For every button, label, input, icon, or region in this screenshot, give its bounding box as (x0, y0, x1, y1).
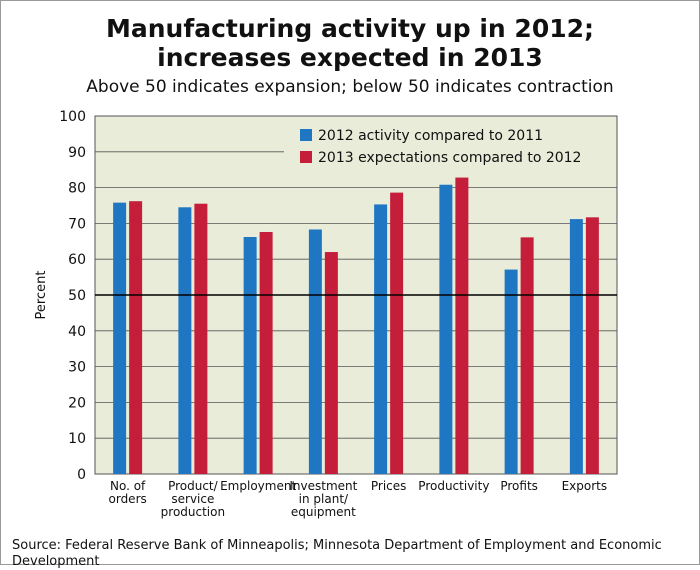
y-tick-label: 90 (68, 145, 86, 161)
category-label: Employment (220, 479, 296, 493)
y-tick-label: 60 (68, 252, 86, 268)
bar-2013 (259, 231, 273, 474)
y-tick-label: 20 (68, 395, 86, 411)
source-note: Source: Federal Reserve Bank of Minneapo… (12, 538, 662, 569)
bar-2013 (455, 177, 469, 475)
chart-subtitle: Above 50 indicates expansion; below 50 i… (86, 77, 614, 97)
category-label: Productivity (418, 479, 489, 493)
bar-2012 (243, 237, 257, 474)
bar-2012 (439, 184, 453, 474)
bar-2013 (390, 192, 404, 474)
category-label: Prices (371, 479, 407, 493)
category-label: Exports (562, 479, 608, 493)
y-tick-label: 40 (68, 324, 86, 340)
bar-2012 (504, 269, 518, 474)
y-tick-label: 10 (68, 431, 86, 447)
chart-title-line-1: Manufacturing activity up in 2012; (105, 14, 595, 43)
legend-label-2012: 2012 activity compared to 2011 (318, 128, 543, 144)
category-label: Profits (500, 479, 538, 493)
bar-2012 (374, 204, 388, 474)
bar-2013 (129, 201, 143, 475)
y-tick-label: 30 (68, 360, 86, 376)
y-tick-label: 80 (68, 181, 86, 197)
bar-2013 (324, 252, 338, 474)
y-tick-label: 0 (77, 467, 86, 483)
bar-2012 (113, 202, 127, 475)
category-label: No. of orders (109, 479, 147, 506)
legend-swatch-2012 (300, 129, 312, 141)
category-label: Product/service production (161, 479, 225, 519)
y-tick-label: 100 (59, 109, 86, 125)
bar-2013 (520, 237, 534, 474)
y-axis-label: Percent (34, 271, 49, 320)
bar-2013 (585, 217, 599, 474)
chart-title-line-2: increases expected in 2013 (157, 43, 543, 72)
y-tick-label: 50 (68, 288, 86, 304)
category-label: Investment in plant/equipment (289, 479, 357, 519)
bar-2013 (194, 203, 208, 474)
legend-label-2013: 2013 expectations compared to 2012 (318, 150, 581, 166)
legend-swatch-2013 (300, 151, 312, 163)
y-tick-label: 70 (68, 216, 86, 232)
bar-2012 (178, 207, 192, 475)
bar-2012 (308, 229, 322, 474)
bar-2012 (569, 219, 583, 474)
